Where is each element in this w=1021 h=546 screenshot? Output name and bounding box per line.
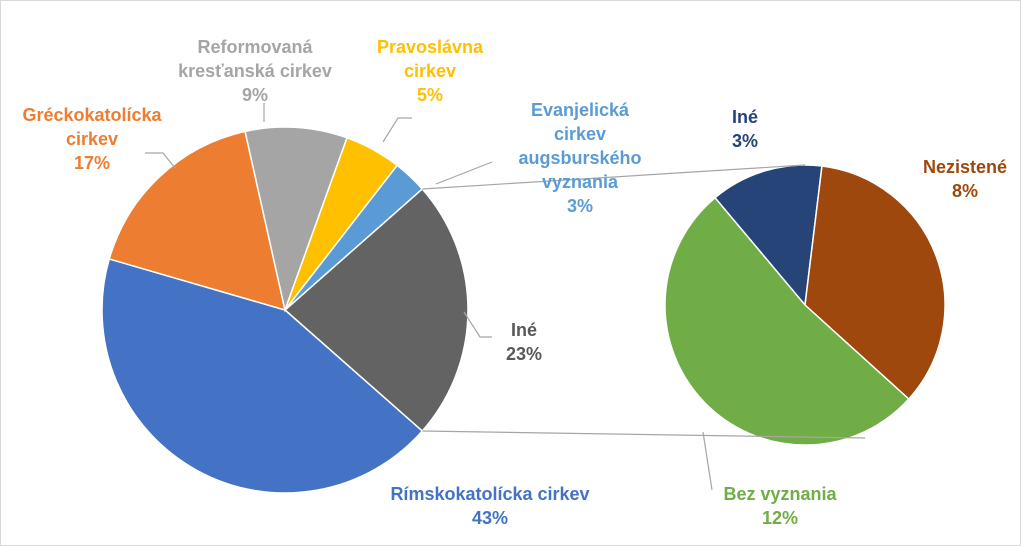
label-value: 12% [761, 508, 799, 528]
pie-slice [108, 130, 287, 312]
connector-line [422, 430, 866, 439]
leader-line [463, 311, 492, 338]
label-name: Iné [731, 107, 758, 127]
pie-slice [283, 187, 469, 433]
leader-line [435, 161, 493, 185]
secondary-slice [713, 164, 823, 307]
pie-slice [284, 164, 424, 311]
pie-slice [244, 126, 348, 313]
data-label: Iné 3% [715, 105, 775, 153]
label-name: Nezistené [922, 157, 1008, 177]
label-name: Evanjelická cirkev augsburského vyznania [518, 100, 642, 192]
connector-line [422, 164, 806, 190]
label-value: 8% [951, 181, 978, 201]
label-value: 9% [241, 85, 268, 105]
data-label: Pravoslávna cirkev 5% [370, 35, 490, 107]
data-label: Nezistené 8% [905, 155, 1021, 203]
data-label: Rímskokatolícka cirkev 43% [330, 482, 650, 530]
data-label: Iné 23% [494, 318, 554, 366]
label-name: Pravoslávna cirkev [376, 37, 484, 81]
label-name: Iné [510, 320, 537, 340]
label-value: 3% [731, 131, 758, 151]
label-value: 17% [73, 153, 111, 173]
label-name: Rímskokatolícka cirkev [390, 484, 590, 504]
pie-slice [101, 258, 424, 494]
label-value: 23% [505, 344, 543, 364]
secondary-slice [804, 165, 946, 401]
label-value: 5% [416, 85, 443, 105]
label-name: Bez vyznania [723, 484, 837, 504]
label-name: Reformovaná kresťanská cirkev [178, 37, 332, 81]
data-label: Evanjelická cirkev augsburského vyznania… [510, 98, 650, 218]
data-label: Gréckokatolícka cirkev 17% [7, 103, 177, 175]
label-name: Gréckokatolícka cirkev [22, 105, 162, 149]
leader-lines [145, 103, 713, 491]
leader-line [382, 117, 412, 143]
secondary-slice [664, 196, 910, 446]
data-label: Reformovaná kresťanská cirkev 9% [165, 35, 345, 107]
label-value: 3% [566, 196, 593, 216]
leader-line [145, 152, 176, 169]
data-label: Bez vyznania 12% [695, 482, 865, 530]
label-value: 43% [471, 508, 509, 528]
leader-line [702, 431, 713, 491]
